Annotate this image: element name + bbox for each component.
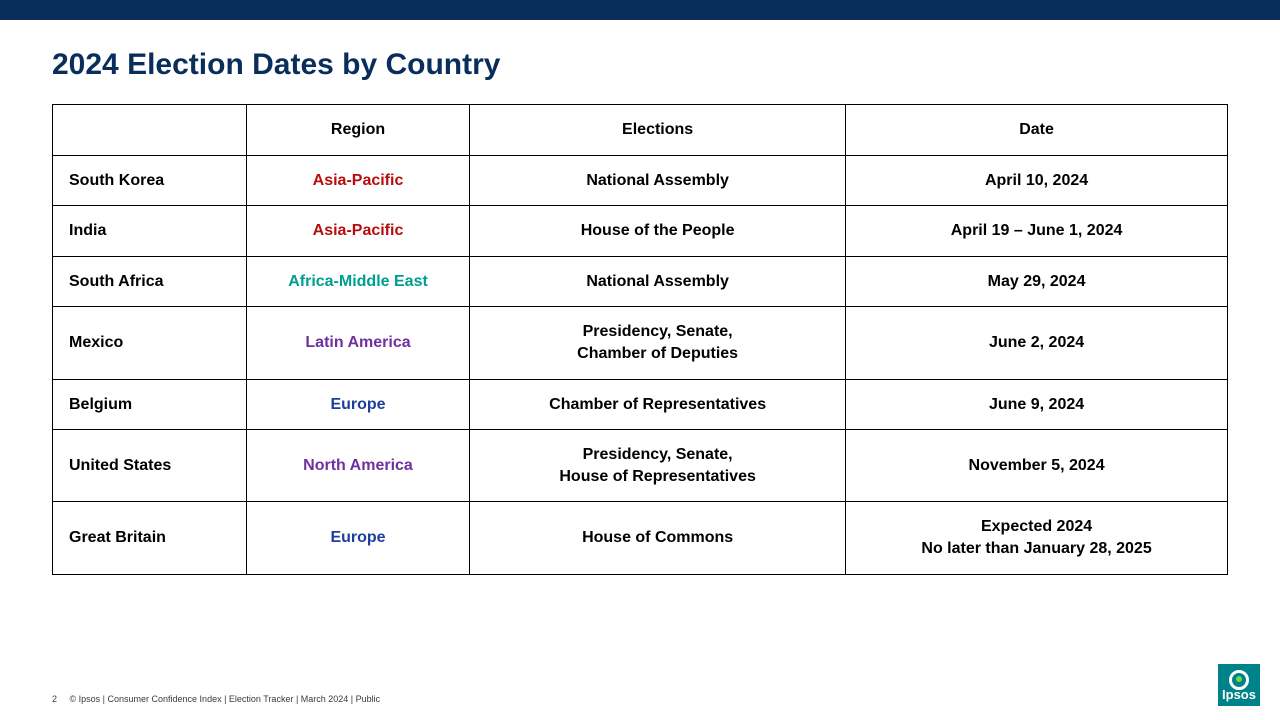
cell-date: June 2, 2024 <box>846 307 1228 379</box>
ipsos-logo: Ipsos <box>1218 664 1260 706</box>
logo-text: Ipsos <box>1222 687 1256 702</box>
table-row: United StatesNorth AmericaPresidency, Se… <box>53 430 1228 502</box>
footer: 2 © Ipsos | Consumer Confidence Index | … <box>52 694 380 704</box>
table-row: IndiaAsia-PacificHouse of the PeopleApri… <box>53 206 1228 257</box>
cell-country: South Africa <box>53 256 247 307</box>
cell-region: Asia-Pacific <box>246 155 469 206</box>
cell-date: June 9, 2024 <box>846 379 1228 430</box>
cell-elections: Chamber of Representatives <box>470 379 846 430</box>
th-region: Region <box>246 105 469 156</box>
page-title: 2024 Election Dates by Country <box>52 48 1228 82</box>
cell-region: Europe <box>246 502 469 574</box>
th-country <box>53 105 247 156</box>
cell-region: Latin America <box>246 307 469 379</box>
cell-date: May 29, 2024 <box>846 256 1228 307</box>
table-header-row: Region Elections Date <box>53 105 1228 156</box>
cell-elections: National Assembly <box>470 155 846 206</box>
cell-country: South Korea <box>53 155 247 206</box>
table-row: MexicoLatin AmericaPresidency, Senate, C… <box>53 307 1228 379</box>
cell-date: April 19 – June 1, 2024 <box>846 206 1228 257</box>
cell-date: November 5, 2024 <box>846 430 1228 502</box>
th-date: Date <box>846 105 1228 156</box>
cell-country: India <box>53 206 247 257</box>
cell-country: United States <box>53 430 247 502</box>
cell-elections: Presidency, Senate, Chamber of Deputies <box>470 307 846 379</box>
cell-date: April 10, 2024 <box>846 155 1228 206</box>
th-elections: Elections <box>470 105 846 156</box>
cell-elections: House of Commons <box>470 502 846 574</box>
cell-region: Africa-Middle East <box>246 256 469 307</box>
table-row: Great BritainEuropeHouse of CommonsExpec… <box>53 502 1228 574</box>
cell-elections: National Assembly <box>470 256 846 307</box>
cell-region: North America <box>246 430 469 502</box>
cell-date: Expected 2024 No later than January 28, … <box>846 502 1228 574</box>
cell-country: Belgium <box>53 379 247 430</box>
cell-country: Great Britain <box>53 502 247 574</box>
table-row: South AfricaAfrica-Middle EastNational A… <box>53 256 1228 307</box>
elections-table: Region Elections Date South KoreaAsia-Pa… <box>52 104 1228 575</box>
cell-region: Europe <box>246 379 469 430</box>
content-area: 2024 Election Dates by Country Region El… <box>0 20 1280 575</box>
top-bar <box>0 0 1280 20</box>
table-row: BelgiumEuropeChamber of RepresentativesJ… <box>53 379 1228 430</box>
table-row: South KoreaAsia-PacificNational Assembly… <box>53 155 1228 206</box>
cell-elections: Presidency, Senate, House of Representat… <box>470 430 846 502</box>
cell-elections: House of the People <box>470 206 846 257</box>
cell-region: Asia-Pacific <box>246 206 469 257</box>
cell-country: Mexico <box>53 307 247 379</box>
footer-text: © Ipsos | Consumer Confidence Index | El… <box>70 694 381 704</box>
page-number: 2 <box>52 694 57 704</box>
